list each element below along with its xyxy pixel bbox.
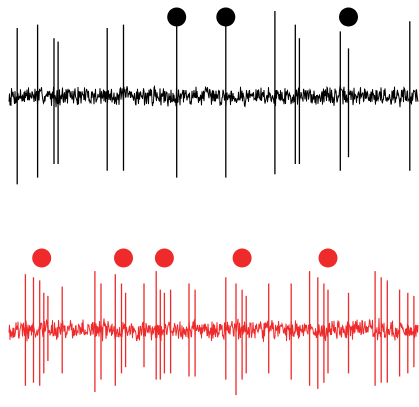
red-spike-trace bbox=[8, 248, 419, 396]
event-marker-3 bbox=[232, 248, 252, 268]
event-marker-1 bbox=[216, 7, 236, 27]
event-marker-2 bbox=[339, 7, 358, 27]
event-marker-0 bbox=[167, 7, 187, 27]
trace-baseline bbox=[8, 84, 419, 108]
black-spike-trace bbox=[8, 7, 419, 185]
event-marker-0 bbox=[32, 248, 52, 268]
event-marker-2 bbox=[154, 248, 174, 268]
event-marker-1 bbox=[114, 248, 133, 268]
event-marker-4 bbox=[318, 248, 338, 268]
trace-baseline bbox=[8, 317, 419, 342]
